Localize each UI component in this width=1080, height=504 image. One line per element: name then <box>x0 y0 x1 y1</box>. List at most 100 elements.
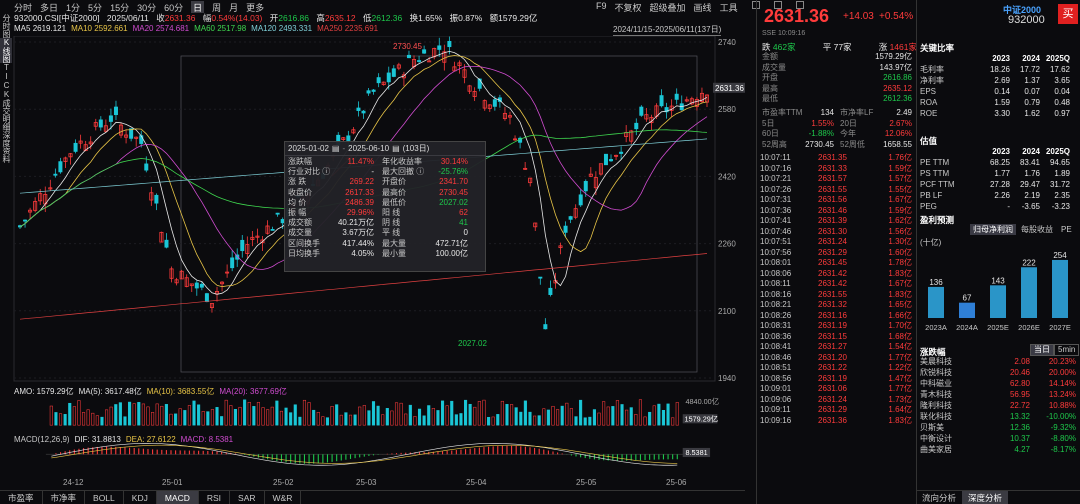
indicator-tab[interactable]: SAR <box>230 491 265 504</box>
expand-icon[interactable] <box>795 1 804 9</box>
view-tab[interactable]: 分时图 <box>2 14 11 38</box>
stat-row: 最低 2612.36 <box>762 94 912 105</box>
tick-list[interactable]: 10:07:11 2631.35 1.76亿 10:07:16 2631.33 1.59亿… <box>760 153 912 426</box>
x-tick-label: 25-04 <box>466 478 487 487</box>
volume-bar <box>583 417 587 426</box>
analysis-tab[interactable]: 流向分析 <box>922 493 957 503</box>
sector-tab[interactable]: 5min <box>1054 344 1080 356</box>
forecast-tab[interactable]: PE <box>1061 225 1072 234</box>
indicator-tab[interactable]: W&R <box>265 491 302 504</box>
tick-row[interactable]: 10:08:56 2631.19 1.47亿 <box>760 374 912 385</box>
indicator-tab[interactable]: 市盈率 <box>0 491 43 504</box>
range-to[interactable]: 2025-06-10 <box>348 144 390 153</box>
sector-row[interactable]: 隆利科技 22.72 10.88% <box>920 400 1076 411</box>
candle-body <box>427 60 432 63</box>
tick-row[interactable]: 10:07:46 2631.30 1.56亿 <box>760 227 912 238</box>
period-tab[interactable]: 30分 <box>137 3 157 13</box>
tick-row[interactable]: 10:08:26 2631.16 1.66亿 <box>760 311 912 322</box>
analysis-tab[interactable]: 深度分析 <box>962 491 1009 504</box>
period-tab[interactable]: 15分 <box>110 3 130 13</box>
calendar-icon[interactable]: ▤ <box>331 144 340 153</box>
tick-row[interactable]: 10:08:46 2631.20 1.77亿 <box>760 353 912 364</box>
tick-amount: 1.59亿 <box>888 205 912 215</box>
indicator-tab[interactable]: MACD <box>156 491 199 504</box>
view-tab[interactable]: 深度资料 <box>2 131 11 163</box>
period-tab[interactable]: 更多 <box>246 3 265 13</box>
tick-row[interactable]: 10:07:16 2631.33 1.59亿 <box>760 164 912 175</box>
forecast-tab[interactable]: 每股收益 <box>1021 225 1053 234</box>
buy-button[interactable]: 买 <box>1058 4 1078 24</box>
tick-row[interactable]: 10:08:06 2631.42 1.83亿 <box>760 269 912 280</box>
tick-row[interactable]: 10:09:11 2631.29 1.64亿 <box>760 405 912 416</box>
tick-row[interactable]: 10:07:56 2631.29 1.60亿 <box>760 248 912 259</box>
tick-row[interactable]: 10:07:26 2631.55 1.55亿 <box>760 185 912 196</box>
indicator-tab[interactable]: 市净率 <box>43 491 86 504</box>
tick-row[interactable]: 10:07:51 2631.24 1.30亿 <box>760 237 912 248</box>
sector-row[interactable]: 中科磁业 62.80 14.14% <box>920 378 1076 389</box>
view-tab[interactable]: K线图 <box>0 38 12 63</box>
sector-row[interactable]: 贝斯美 12.36 -9.32% <box>920 422 1076 433</box>
period-tab[interactable]: 60分 <box>164 3 184 13</box>
year-header: 2025Q <box>1045 147 1070 156</box>
sector-tab[interactable]: 当日 <box>1030 344 1054 356</box>
tick-row[interactable]: 10:09:06 2631.24 1.73亿 <box>760 395 912 406</box>
tick-row[interactable]: 10:08:41 2631.27 1.54亿 <box>760 342 912 353</box>
sector-row[interactable]: 曲美家居 4.27 -8.17% <box>920 444 1076 455</box>
period-tab[interactable]: 1分 <box>66 3 81 13</box>
toolbar-item[interactable]: F9 <box>596 1 607 11</box>
exchange-label: SSE <box>762 30 777 37</box>
tick-row[interactable]: 10:09:01 2631.06 1.77亿 <box>760 384 912 395</box>
calendar-icon[interactable]: ▤ <box>392 144 400 153</box>
macd-bar <box>395 453 398 455</box>
tick-row[interactable]: 10:07:41 2631.39 1.62亿 <box>760 216 912 227</box>
toolbar-item[interactable]: 不复权 <box>614 3 642 13</box>
indicator-tab[interactable]: RSI <box>199 491 231 504</box>
cell-value: 0.79 <box>1024 98 1040 107</box>
toolbar-item[interactable]: 工具 <box>719 3 738 13</box>
toolbar-item[interactable]: 画线 <box>693 3 712 13</box>
sector-row[interactable]: 欣锐科技 20.46 20.00% <box>920 367 1076 378</box>
indicator-tab[interactable]: KDJ <box>124 491 157 504</box>
range-from[interactable]: 2025-01-02 <box>288 144 329 153</box>
date-range[interactable]: 2024/11/15-2025/06/11(137日) <box>613 25 722 36</box>
period-tab[interactable]: 多日 <box>40 3 59 13</box>
toolbar-item[interactable]: 超级叠加 <box>649 3 686 13</box>
tick-row[interactable]: 10:08:16 2631.55 1.83亿 <box>760 290 912 301</box>
tick-row[interactable]: 10:07:11 2631.35 1.76亿 <box>760 153 912 164</box>
ma-label: MA60 <box>194 24 215 33</box>
tick-row[interactable]: 10:07:36 2631.46 1.59亿 <box>760 206 912 217</box>
forecast-tab[interactable]: 归母净利润 <box>970 224 1016 235</box>
tick-row[interactable]: 10:08:11 2631.42 1.67亿 <box>760 279 912 290</box>
indicator-tab[interactable]: BOLL <box>85 491 124 504</box>
tick-row[interactable]: 10:07:31 2631.56 1.67亿 <box>760 195 912 206</box>
stock-name: 联化科技 <box>920 412 952 421</box>
view-tab[interactable]: TICK <box>2 63 11 99</box>
tick-row[interactable]: 10:07:21 2631.57 1.57亿 <box>760 174 912 185</box>
sector-movers[interactable]: 美晨科技 2.08 20.23% 欣锐科技 20.46 20.00% 中科磁业 62.80 14… <box>920 356 1076 455</box>
tick-row[interactable]: 10:08:31 2631.19 1.70亿 <box>760 321 912 332</box>
sector-row[interactable]: 美晨科技 2.08 20.23% <box>920 356 1076 367</box>
tick-row[interactable]: 10:08:21 2631.32 1.65亿 <box>760 300 912 311</box>
volume-bar <box>579 399 583 426</box>
period-tab[interactable]: 月 <box>229 3 239 13</box>
tick-row[interactable]: 10:08:36 2631.15 1.68亿 <box>760 332 912 343</box>
period-tab[interactable]: 周 <box>212 3 222 13</box>
table-row: PCF TTM 27.28 29.47 31.72 <box>920 179 1076 190</box>
minimize-icon[interactable] <box>751 1 760 9</box>
tick-row[interactable]: 10:08:51 2631.22 1.22亿 <box>760 363 912 374</box>
period-tab[interactable]: 5分 <box>88 3 103 13</box>
pe-pair: 今年 12.06% <box>840 129 912 140</box>
sector-row[interactable]: 联化科技 13.32 -10.00% <box>920 411 1076 422</box>
tick-row[interactable]: 10:09:16 2631.36 1.83亿 <box>760 416 912 427</box>
sector-row[interactable]: 中衡设计 10.37 -8.80% <box>920 433 1076 444</box>
cell-value: 0.48 <box>1054 98 1070 107</box>
last-price: 2631.36 <box>764 6 830 26</box>
period-tab[interactable]: 分时 <box>14 3 33 13</box>
tick-row[interactable]: 10:08:01 2631.45 1.78亿 <box>760 258 912 269</box>
sub-indicators-chart[interactable]: 4840.00亿 1579.29亿 8.5381 <box>0 396 745 478</box>
sector-row[interactable]: 青木科技 56.95 13.24% <box>920 389 1076 400</box>
amt-label: 额 <box>489 13 499 23</box>
period-tab[interactable]: 日 <box>191 1 205 13</box>
view-tab[interactable]: 成交明细 <box>2 99 11 131</box>
settings-icon[interactable] <box>773 1 782 9</box>
